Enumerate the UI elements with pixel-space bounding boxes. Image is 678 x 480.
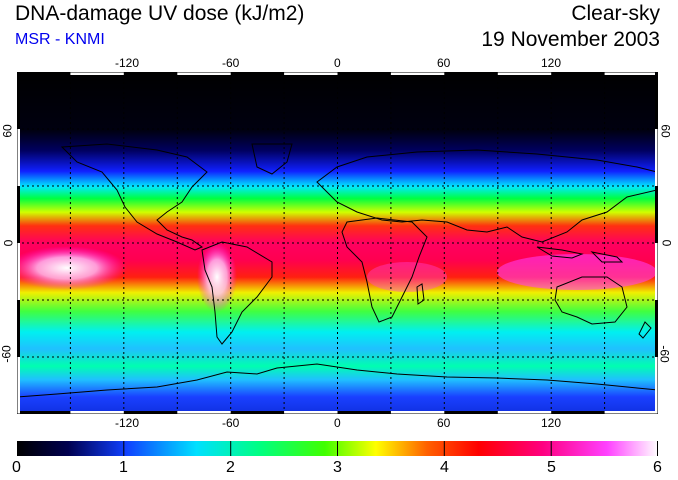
colorbar-label-3: 3 [333,459,342,476]
colorbar-label-4: 4 [440,459,449,476]
lat-label-right-0: 0 [659,239,674,247]
lat-label-left-60: 60 [0,124,15,138]
colorbar-label-1: 1 [119,459,128,476]
hotspot-australia [497,254,657,290]
lon-label-bottom-120: 120 [541,416,562,430]
lat-label-right-minus60: -60 [657,345,672,363]
lon-label-top-60: 60 [437,56,451,70]
lon-label-top-minus120: -120 [115,56,140,70]
uv-dose-map [17,72,658,414]
credit-label: MSR - KNMI [15,31,105,48]
lon-label-bottom-0: 0 [334,416,341,430]
colorbar [17,441,658,456]
map-frame-ticks [17,72,658,414]
lat-label-right-60: 60 [658,124,673,138]
hotspot-andes [197,242,237,312]
colorbar-label-6: 6 [653,459,662,476]
lon-label-top-minus60: -60 [222,56,240,70]
colorbar-label-0: 0 [12,459,21,476]
sky-condition-label: Clear-sky [571,2,660,25]
lon-label-top-120: 120 [541,56,562,70]
graticule [17,72,658,414]
date-label: 19 November 2003 [481,28,660,51]
lat-label-left-minus60: -60 [0,345,14,363]
hotspot-pacific [17,246,127,290]
coastlines [17,143,658,398]
lat-label-left-0: 0 [1,239,16,247]
colorbar-label-2: 2 [226,459,235,476]
hotspot-africa [367,262,447,292]
lon-label-bottom-minus60: -60 [222,416,240,430]
lon-label-bottom-minus120: -120 [115,416,140,430]
colorbar-ticks [17,441,658,456]
lon-label-top-0: 0 [334,56,341,70]
colorbar-label-5: 5 [547,459,556,476]
map-title: DNA-damage UV dose (kJ/m2) [15,2,305,25]
lon-label-bottom-60: 60 [437,416,451,430]
